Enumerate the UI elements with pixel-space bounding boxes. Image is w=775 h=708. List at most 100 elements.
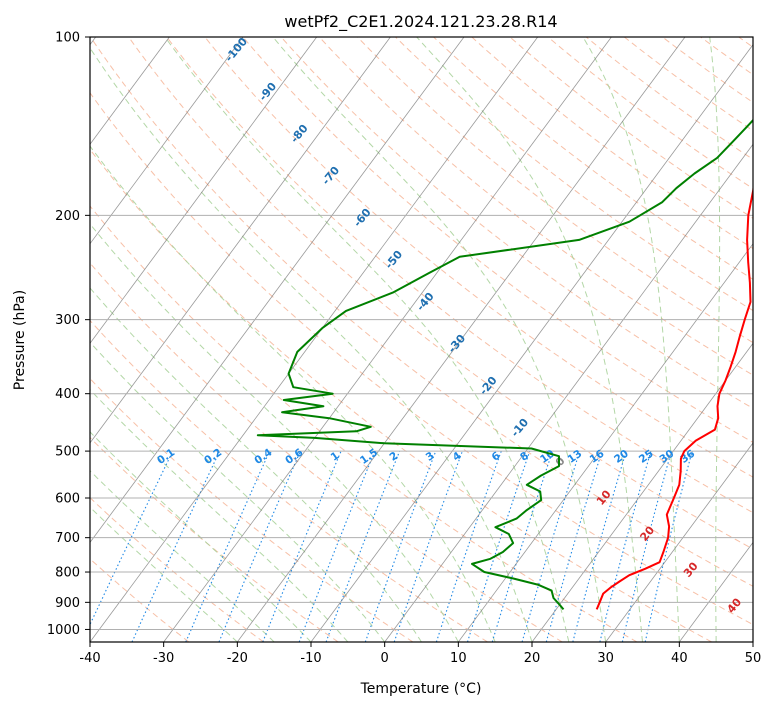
dry-adiabat-line [90, 262, 563, 642]
dry-adiabat-line [700, 37, 753, 76]
dewpoint-line [256, 118, 753, 611]
isotherm-line [752, 641, 753, 642]
isotherm-line [531, 342, 753, 642]
isotherm-line [457, 243, 753, 642]
y-tick-label: 800 [55, 566, 80, 581]
mixing-ratio-label: 20 [612, 448, 631, 466]
y-tick-label: 200 [55, 209, 80, 224]
mixing-ratio-label: 1 [329, 450, 342, 464]
plot-frame [89, 36, 754, 643]
mixing-ratio-line [298, 450, 376, 642]
dry-adiabat-line [547, 37, 753, 190]
isotherm-line [90, 37, 170, 145]
dry-adiabat-line [128, 37, 753, 550]
dry-adiabat-line [357, 37, 753, 344]
dry-adiabat-line [90, 377, 414, 642]
isotherm-line [310, 44, 753, 642]
isotherm-line [90, 37, 318, 345]
moist-adiabat-line [90, 341, 386, 642]
mixing-ratio-line [621, 450, 672, 642]
isotherm-line [90, 37, 244, 245]
mixing-ratio-label: 0.4 [252, 446, 274, 467]
theta-label: -50 [382, 248, 405, 272]
dry-adiabat-line [90, 496, 264, 642]
isotherm-line [90, 37, 391, 444]
moist-adiabat-line [90, 47, 533, 642]
dry-adiabat-line [90, 436, 339, 642]
y-axis-label: Pressure (hPa) [12, 290, 28, 390]
moist-adiabat-line [709, 37, 721, 642]
y-tick-label: 600 [55, 492, 80, 507]
theta-label: -60 [351, 206, 374, 230]
dry-adiabat-line [166, 37, 753, 514]
mixing-ratio-label: 2 [387, 450, 400, 464]
mixing-ratio-line [572, 450, 627, 642]
isotherm-line [605, 442, 753, 642]
y-tick-label: 1000 [47, 623, 80, 638]
dry-adiabat-line [90, 91, 753, 626]
mixing-ratio-line [521, 450, 581, 642]
moist-adiabat-line [90, 470, 275, 642]
moist-adiabat-line [416, 37, 643, 642]
isotherm-line [163, 37, 612, 642]
mixing-ratio-label: 1.5 [358, 446, 380, 467]
dry-adiabat-line [90, 37, 753, 587]
x-axis-label: Temperature (°C) [360, 681, 482, 697]
profile-lines [256, 118, 753, 611]
x-tick-label: -40 [79, 651, 100, 666]
mixing-ratio-line [466, 450, 531, 642]
moist-adiabat-line [164, 37, 570, 642]
mixing-ratio-label: 13 [565, 448, 584, 466]
x-tick-label: -10 [300, 651, 321, 666]
y-tick-label: 300 [55, 313, 80, 328]
x-tick-label: -20 [227, 651, 248, 666]
theta-label: 40 [724, 595, 744, 615]
y-tick-label: 100 [55, 31, 80, 46]
theta-label: -80 [288, 122, 311, 146]
mixing-ratio-label: 4 [451, 450, 464, 464]
mixing-ratio-line [599, 450, 652, 642]
mixing-ratio-line [545, 450, 603, 642]
theta-label: -10 [508, 416, 531, 440]
chart-title: wetPf2_C2E1.2024.121.23.28.R14 [284, 12, 557, 32]
isotherm-line [90, 37, 465, 544]
mixing-ratio-label: 0.6 [283, 446, 305, 467]
dry-adiabat-line [90, 205, 638, 642]
dry-adiabat-line [509, 37, 753, 219]
x-tick-label: 30 [597, 651, 614, 666]
dry-adiabat-line [623, 37, 753, 132]
isotherm-line [236, 37, 686, 642]
axes: -40 -30 -20 -10 0 10 20 30 40 5010020030040050060… [47, 31, 761, 667]
mixing-ratio-line [262, 450, 342, 642]
isotherm-line [678, 541, 753, 642]
mixing-ratio-line [218, 450, 302, 642]
dry-adiabat-line [90, 319, 488, 642]
dry-adiabat-line [433, 37, 753, 280]
dry-adiabat-line [90, 148, 712, 642]
mixing-ratio-line [90, 450, 174, 626]
mixing-ratio-label: 0.2 [202, 446, 224, 467]
mixing-ratio-label: 8 [518, 450, 531, 464]
x-tick-label: 50 [745, 651, 762, 666]
mixing-ratio-line [185, 450, 271, 642]
background-lines [90, 37, 753, 642]
mixing-ratio-line [491, 450, 554, 642]
y-tick-label: 900 [55, 596, 80, 611]
moist-adiabat-line [90, 287, 422, 642]
x-tick-label: 40 [671, 651, 688, 666]
x-tick-label: 20 [524, 651, 541, 666]
theta-label: -100 [222, 35, 250, 65]
theta-label: -40 [414, 290, 437, 314]
dry-adiabat-line [738, 37, 753, 48]
isotherm-line [90, 37, 539, 642]
mixing-ratio-line [393, 450, 463, 642]
y-tick-label: 400 [55, 387, 80, 402]
mixing-ratio-line [325, 450, 401, 642]
theta-label: -90 [256, 80, 279, 104]
theta-label: -30 [445, 332, 468, 356]
temperature-line [595, 186, 753, 610]
dry-adiabat-line [280, 37, 753, 409]
moist-adiabat-line [582, 37, 680, 642]
y-tick-label: 500 [55, 445, 80, 460]
